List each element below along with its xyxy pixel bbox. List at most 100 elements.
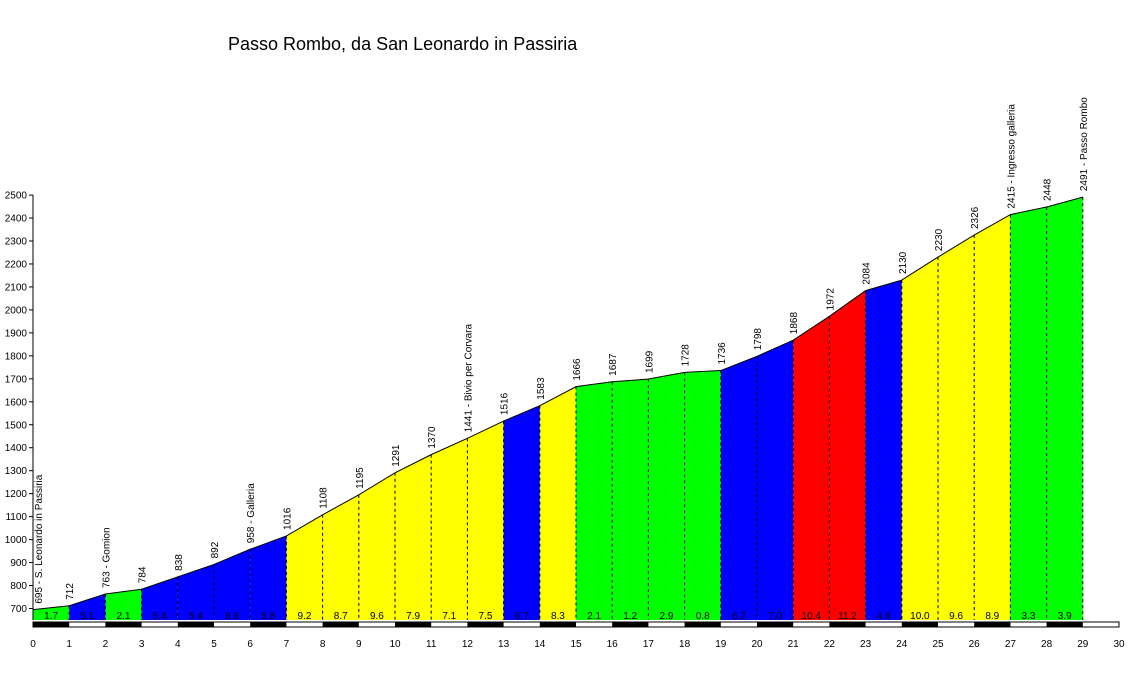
segment-km-18 [684, 370, 721, 620]
segment-km-9 [358, 472, 395, 620]
gradient-label-km-0: 1.7 [44, 611, 58, 622]
segment-km-20 [757, 340, 794, 620]
x-tick-label-14: 14 [534, 639, 546, 650]
x-tick-label-27: 27 [1005, 639, 1017, 650]
km-bar-block-0 [33, 622, 70, 627]
altitude-label-km-9: 1195 [355, 467, 366, 489]
gradient-label-km-3: 5.4 [153, 611, 167, 622]
altitude-label-km-3: 784 [138, 566, 149, 583]
x-tick-label-4: 4 [175, 639, 181, 650]
y-tick-label-2400: 2400 [5, 214, 28, 225]
altitude-label-km-5: 892 [210, 541, 221, 558]
segment-km-22 [829, 290, 866, 620]
y-tick-labels: 700 800 900 1000 1100 1200 1300 1400 1500 1600 170… [5, 191, 28, 615]
x-tick-label-29: 29 [1077, 639, 1089, 650]
segment-km-4 [177, 564, 214, 620]
profile-outline [32, 196, 1083, 611]
km-bar-block-20 [757, 622, 794, 627]
segment-km-15 [576, 381, 613, 620]
gradient-label-km-13: 6.7 [515, 611, 529, 622]
km-bar-block-24 [901, 622, 938, 627]
gradient-segments [33, 197, 1083, 621]
altitude-label-km-21: 1868 [789, 312, 800, 335]
x-tick-label-8: 8 [320, 639, 326, 650]
y-tick-label-900: 900 [10, 558, 27, 569]
x-tick-label-11: 11 [426, 639, 437, 650]
gradient-label-km-17: 2.9 [660, 611, 674, 622]
km-scale-bar [32, 621, 1120, 628]
x-tick-label-19: 19 [715, 639, 727, 650]
km-bar-block-4 [177, 622, 214, 627]
altitude-label-km-17: 1699 [644, 350, 655, 373]
km-bar-block-12 [467, 622, 504, 627]
x-tick-label-0: 0 [30, 639, 36, 650]
altitude-label-km-4: 838 [174, 554, 185, 571]
gradient-label-km-25: 9.6 [949, 611, 963, 622]
altitude-label-km-10: 1291 [391, 444, 402, 467]
gradient-label-km-6: 5.8 [261, 611, 275, 622]
gradient-label-km-19: 6.2 [732, 611, 746, 622]
segment-km-23 [865, 280, 902, 620]
altitude-label-km-0: 695 - S. Leonardo in Passiria [34, 474, 45, 603]
altitude-label-km-7: 1016 [282, 507, 293, 530]
x-tick-label-26: 26 [969, 639, 981, 650]
y-tick-label-1600: 1600 [5, 397, 28, 408]
segment-km-11 [431, 438, 468, 620]
y-tick-label-1900: 1900 [5, 328, 28, 339]
x-tick-label-1: 1 [66, 639, 72, 650]
segment-km-1 [69, 594, 106, 620]
gradient-label-km-10: 7.9 [406, 611, 420, 622]
altitude-label-km-11: 1370 [427, 426, 438, 449]
x-tick-label-16: 16 [607, 639, 619, 650]
x-tick-label-7: 7 [284, 639, 290, 650]
profile-line [32, 196, 1083, 611]
segment-km-17 [648, 372, 685, 620]
gradient-label-km-24: 10.0 [910, 611, 930, 622]
x-tick-label-18: 18 [679, 639, 691, 650]
y-tick-label-1800: 1800 [5, 351, 28, 362]
km-bar-block-8 [322, 622, 359, 627]
altitude-label-km-16: 1687 [608, 353, 619, 376]
segment-km-16 [612, 379, 649, 620]
altitude-label-km-19: 1736 [717, 342, 728, 365]
altitude-label-km-24: 2130 [898, 251, 909, 274]
x-tick-label-25: 25 [932, 639, 944, 650]
segment-km-8 [322, 494, 359, 620]
altitude-label-km-22: 1972 [825, 288, 836, 311]
x-tick-label-6: 6 [247, 639, 253, 650]
gradient-label-km-14: 8.3 [551, 611, 565, 622]
gradient-label-km-12: 7.5 [479, 611, 493, 622]
x-tick-label-5: 5 [211, 639, 217, 650]
y-tick-label-2300: 2300 [5, 236, 28, 247]
y-tick-label-800: 800 [10, 581, 27, 592]
gradient-label-km-15: 2.1 [587, 611, 601, 622]
segment-km-14 [539, 386, 576, 620]
x-tick-label-23: 23 [860, 639, 872, 650]
segment-km-27 [1010, 206, 1047, 621]
y-tick-label-1300: 1300 [5, 466, 28, 477]
x-tick-label-21: 21 [788, 639, 800, 650]
km-bar-block-6 [250, 622, 287, 627]
y-tick-label-1400: 1400 [5, 443, 28, 454]
segment-km-21 [793, 316, 830, 620]
axes [29, 194, 34, 620]
segment-km-19 [720, 356, 757, 620]
x-tick-label-3: 3 [139, 639, 145, 650]
chart-title: Passo Rombo, da San Leonardo in Passiria [228, 34, 578, 54]
altitude-label-km-28: 2448 [1043, 178, 1054, 201]
x-tick-label-22: 22 [824, 639, 836, 650]
km-bar-block-2 [105, 622, 142, 627]
altitude-label-km-20: 1798 [753, 328, 764, 351]
gradient-label-km-2: 2.1 [117, 611, 131, 622]
gradient-label-km-9: 9.6 [370, 611, 384, 622]
segment-km-5 [214, 549, 251, 620]
x-tick-label-2: 2 [103, 639, 109, 650]
segment-km-10 [395, 454, 432, 620]
km-bar-block-26 [974, 622, 1011, 627]
segment-km-26 [974, 214, 1011, 620]
gradient-label-km-21: 10.4 [802, 611, 822, 622]
km-bar-block-10 [395, 622, 432, 627]
y-tick-label-2200: 2200 [5, 259, 28, 270]
gradient-label-km-26: 8.9 [985, 611, 999, 622]
gradient-label-km-27: 3.3 [1022, 611, 1036, 622]
